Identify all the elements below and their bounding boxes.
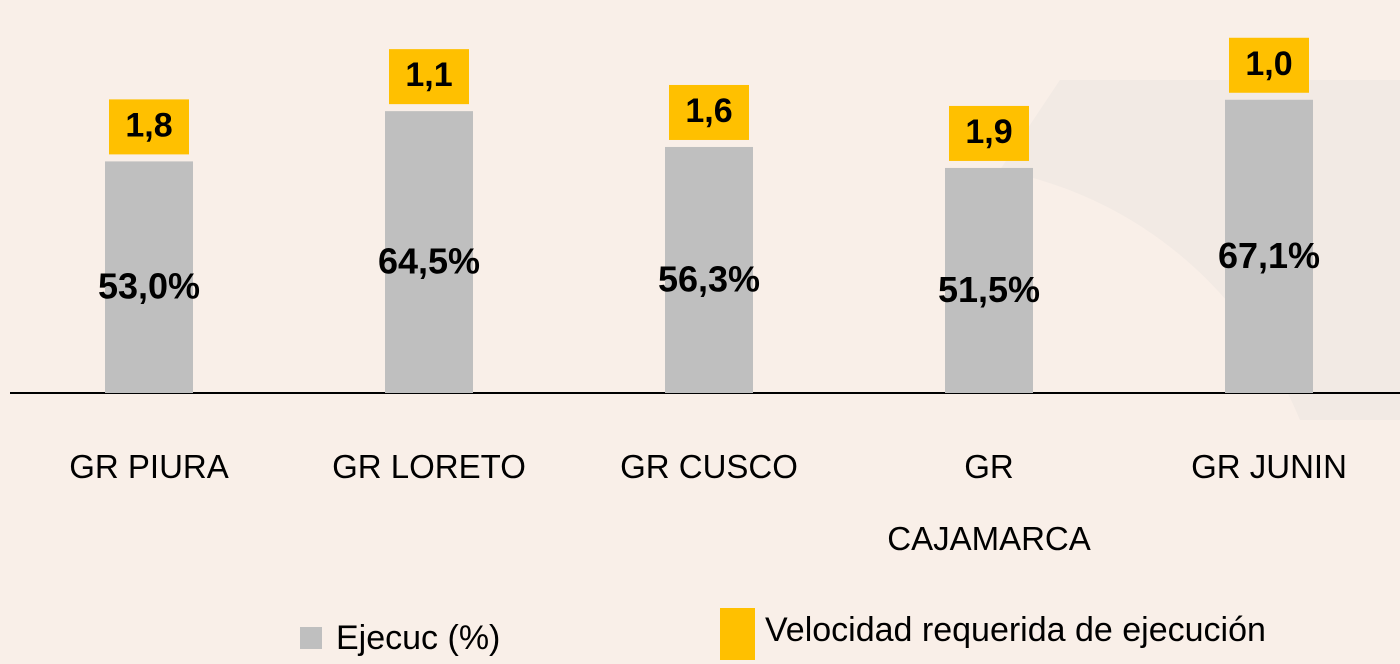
speed-label: 1,1 xyxy=(405,56,452,94)
bar-value-label: 51,5% xyxy=(938,269,1040,310)
x-tick-label: GR CAJAMARCA xyxy=(869,431,1109,575)
x-tick-label: GR PIURA xyxy=(29,431,269,503)
bar-value-label: 53,0% xyxy=(98,266,200,307)
bar-value-label: 67,1% xyxy=(1218,235,1320,276)
x-tick-label: GR CUSCO xyxy=(589,431,829,503)
bar-value-label: 56,3% xyxy=(658,259,760,300)
speed-label: 1,6 xyxy=(685,92,732,130)
page: {"chart_data": {"type": "bar", "categori… xyxy=(0,0,1400,664)
legend-label: Velocidad requerida de ejecución xyxy=(765,611,1266,649)
x-tick-label: GR LORETO xyxy=(309,431,549,503)
legend-swatch xyxy=(300,627,322,649)
bar-value-label: 64,5% xyxy=(378,241,480,282)
speed-label: 1,8 xyxy=(125,106,172,144)
x-tick-label: GR JUNIN xyxy=(1149,431,1389,503)
speed-label: 1,0 xyxy=(1245,45,1292,83)
legend-label: Ejecuc (%) xyxy=(336,619,500,657)
legend-swatch xyxy=(720,608,755,660)
background-shape xyxy=(1000,80,1400,420)
speed-label: 1,9 xyxy=(965,113,1012,151)
chart: 53,0% 1,8 64,5% 1,1 56,3% 1,6 51,5% 1,9 67,1% 1,0… xyxy=(0,0,1400,664)
